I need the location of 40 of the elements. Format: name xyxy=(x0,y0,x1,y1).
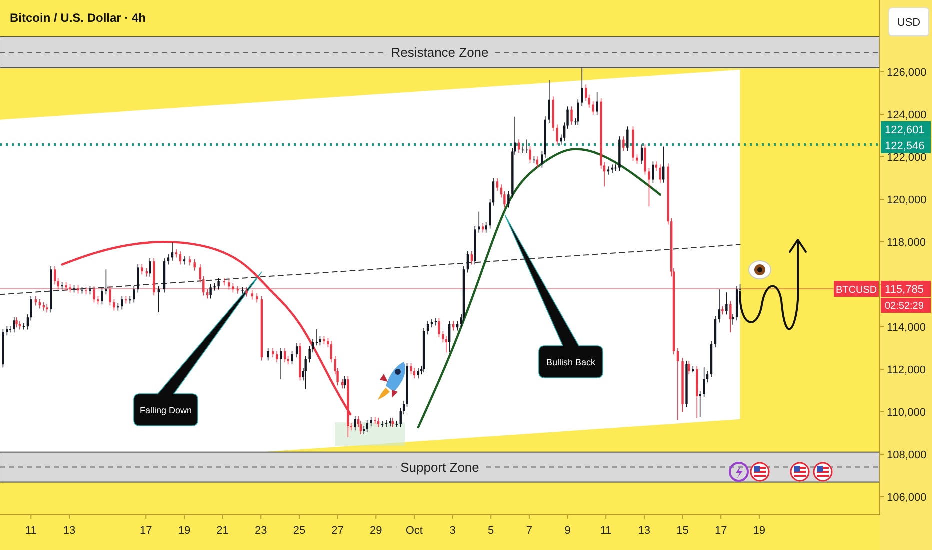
annotation: Falling Down xyxy=(140,406,192,416)
y-tick-label: 120,000 xyxy=(887,194,927,206)
x-tick-label: 17 xyxy=(140,525,152,537)
x-tick-label: 25 xyxy=(293,525,306,537)
x-tick-label: 11 xyxy=(600,525,612,537)
annotation: BTCUSD xyxy=(836,285,878,296)
x-tick-label: 13 xyxy=(63,525,76,537)
x-tick-label: 21 xyxy=(216,525,229,537)
x-tick-label: 19 xyxy=(753,525,766,537)
annotation: Bullish Back xyxy=(546,358,596,368)
y-tick-label: 110,000 xyxy=(887,406,926,419)
text: 02:52:29 xyxy=(885,301,924,312)
x-tick-label: 29 xyxy=(370,525,382,537)
y-tick-label: 106,000 xyxy=(887,492,927,504)
y-tick-label: 122,000 xyxy=(887,152,927,164)
x-tick-label: 17 xyxy=(714,525,728,537)
text: USD xyxy=(897,17,921,29)
y-tick-label: 112,000 xyxy=(887,364,926,376)
y-tick-label: 124,000 xyxy=(887,110,927,122)
ref-line-label: 115,785 xyxy=(885,284,924,296)
y-tick-label: 126,000 xyxy=(887,67,927,80)
x-tick-label: 27 xyxy=(332,525,344,537)
band-label: Resistance Zone xyxy=(391,44,489,60)
y-tick-label: 108,000 xyxy=(887,449,927,462)
x-tick-label: 9 xyxy=(564,525,571,537)
band-label: Support Zone xyxy=(400,460,480,475)
x-tick-label: 15 xyxy=(676,525,689,537)
x-tick-label: 13 xyxy=(638,525,651,537)
x-tick-label: 23 xyxy=(255,525,268,537)
ref-line-label: 122,546 xyxy=(885,140,925,152)
y-tick-label: 118,000 xyxy=(887,236,926,249)
x-tick-label: 3 xyxy=(450,525,456,537)
x-tick-label: 7 xyxy=(526,525,532,537)
x-tick-label: 19 xyxy=(178,525,191,537)
ref-line-label: 122,601 xyxy=(885,124,925,136)
text: Bitcoin / U.S. Dollar · 4h xyxy=(10,11,146,25)
x-tick-label: Oct xyxy=(406,525,424,537)
x-tick-label: 5 xyxy=(488,525,494,537)
y-tick-label: 114,000 xyxy=(887,322,926,334)
x-tick-label: 11 xyxy=(25,525,37,537)
